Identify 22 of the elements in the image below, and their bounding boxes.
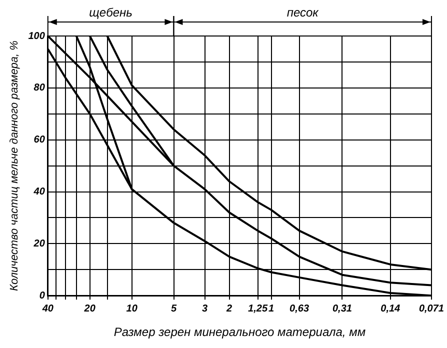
y-tick-label: 0: [39, 290, 46, 302]
x-axis-title: Размер зерен минерального материала, мм: [114, 325, 366, 340]
x-tick-label: 1,25: [248, 303, 268, 314]
x-tick-label: 5: [171, 303, 178, 314]
x-tick-label: 40: [41, 303, 54, 314]
y-tick-label: 40: [32, 186, 46, 198]
text: песок: [286, 5, 320, 20]
y-tick-label: 60: [34, 134, 46, 146]
x-tick-label: 20: [83, 303, 96, 314]
x-tick-label: 0,63: [290, 303, 310, 314]
text: щебень: [89, 5, 132, 20]
x-tick-label: 0,071: [418, 303, 444, 314]
x-tick-label: 2: [226, 303, 233, 314]
y-tick-label: 100: [28, 30, 46, 42]
x-tick-label: 3: [202, 303, 208, 314]
y-tick-label: 20: [32, 238, 46, 250]
x-tick-label: 0,14: [380, 303, 401, 314]
x-tick-label: 10: [126, 303, 138, 314]
x-tick-label: 1: [268, 303, 275, 314]
y-tick-label: 80: [34, 82, 46, 94]
y-axis-title: Количество частиц мельче данного размера, %: [8, 40, 21, 292]
x-tick-label: 0,31: [332, 303, 352, 314]
